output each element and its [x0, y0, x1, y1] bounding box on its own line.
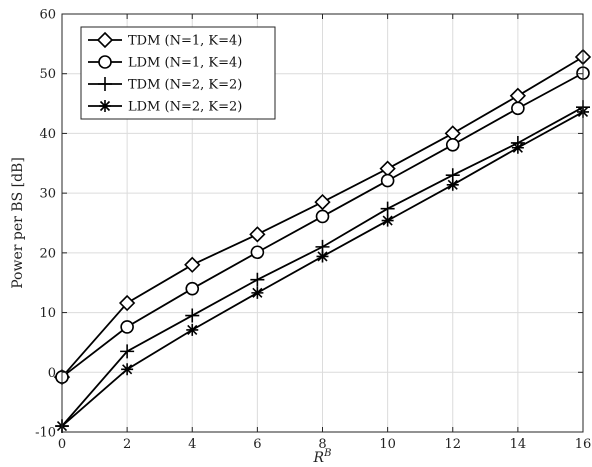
x-axis-label: RB: [313, 448, 332, 466]
legend-label: TDM (N=1, K=4): [128, 34, 242, 49]
legend-entry: LDM (N=1, K=4): [88, 55, 242, 71]
data-point-circle: [120, 320, 134, 334]
legend-entry: LDM (N=2, K=2): [88, 100, 242, 115]
data-point-circle: [511, 101, 525, 116]
data-point-circle: [315, 209, 330, 224]
y-tick-label: 30: [39, 187, 56, 202]
legend-marker-plus: [98, 77, 112, 91]
x-tick-label: 16: [575, 437, 592, 452]
x-axis-label-superscript: B: [323, 448, 331, 459]
x-tick-label: 4: [188, 437, 196, 452]
y-tick-label: 10: [39, 306, 56, 321]
series-layer: [53, 48, 592, 434]
data-point-asterisk: [121, 363, 134, 376]
x-tick-label: 2: [123, 437, 131, 452]
legend-label: LDM (N=1, K=4): [128, 56, 242, 71]
data-point-circle: [380, 173, 395, 188]
tick-marks: [61, 13, 584, 433]
y-tick-label: 40: [39, 127, 56, 142]
legend-marker-asterisk: [99, 100, 111, 112]
data-point-diamond: [118, 294, 136, 312]
x-tick-label: 8: [318, 437, 326, 452]
x-axis-label-base: R: [313, 450, 325, 466]
legend-entry: TDM (N=1, K=4): [88, 31, 242, 49]
data-point-diamond: [314, 193, 331, 211]
data-point-diamond: [249, 226, 266, 243]
legend-entry: TDM (N=2, K=2): [88, 77, 242, 93]
y-tick-label: 60: [39, 8, 56, 23]
legend-label: LDM (N=2, K=2): [128, 100, 242, 115]
data-point-asterisk: [251, 286, 264, 299]
x-tick-label: 10: [379, 437, 396, 452]
y-tick-label: 20: [39, 246, 56, 261]
x-tick-label: 6: [253, 437, 261, 452]
data-point-plus: [120, 344, 135, 359]
data-point-asterisk: [511, 141, 524, 154]
data-point-asterisk: [316, 250, 329, 263]
legend-box: [80, 26, 276, 120]
legend-label: TDM (N=2, K=2): [128, 78, 242, 93]
data-point-asterisk: [381, 214, 394, 227]
data-point-plus: [185, 308, 200, 323]
data-point-circle: [445, 137, 460, 152]
data-point-diamond: [184, 256, 201, 273]
x-tick-label: 14: [510, 437, 527, 452]
data-point-asterisk: [186, 323, 199, 336]
y-axis-label: Power per BS [dB]: [10, 157, 26, 289]
y-tick-label: 50: [39, 67, 56, 82]
legend-marker-circle: [98, 55, 112, 69]
data-point-asterisk: [446, 178, 459, 191]
legend-marker-diamond: [96, 31, 114, 49]
x-tick-label: 12: [444, 437, 461, 452]
data-point-circle: [185, 281, 200, 296]
data-point-circle: [250, 245, 265, 260]
x-tick-label: 0: [58, 437, 66, 452]
legend: TDM (N=1, K=4) LDM (N=1, K=4) TDM (N=2, K=…: [80, 26, 276, 120]
data-point-plus: [250, 272, 265, 287]
y-tick-label: 0: [48, 366, 56, 381]
y-tick-label: -10: [35, 426, 56, 441]
data-point-plus: [380, 201, 395, 216]
